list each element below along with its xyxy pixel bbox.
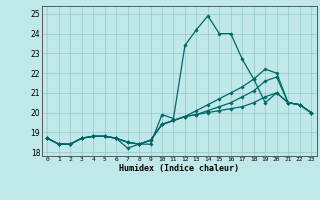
X-axis label: Humidex (Indice chaleur): Humidex (Indice chaleur)	[119, 164, 239, 173]
